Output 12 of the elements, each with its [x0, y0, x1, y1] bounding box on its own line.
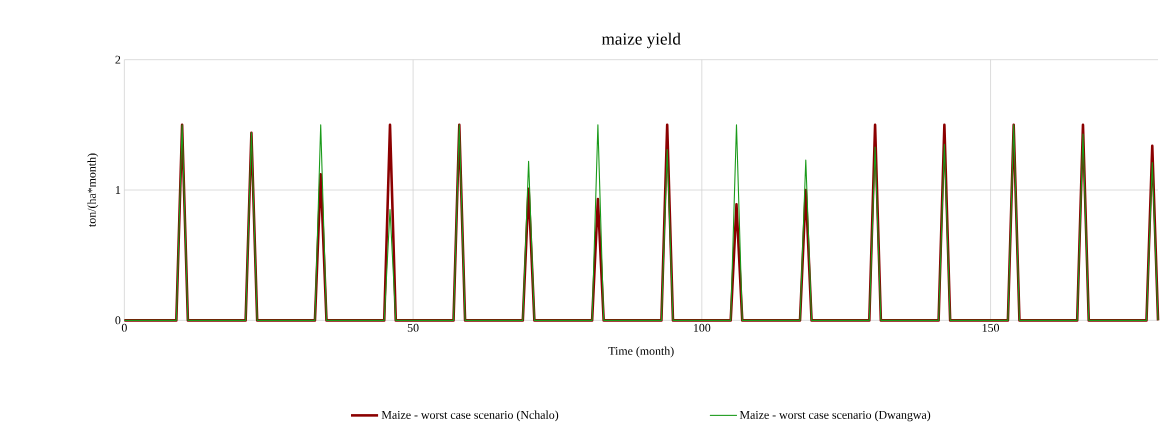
y-tick-label: 1	[115, 186, 121, 195]
chart-title: maize yield	[601, 32, 681, 49]
x-tick-label: 100	[693, 323, 711, 332]
legend-label: Maize - worst case scenario (Nchalo)	[381, 410, 559, 422]
x-tick-label: 150	[982, 323, 1000, 332]
legend-label: Maize - worst case scenario (Dwangwa)	[739, 410, 931, 422]
y-axis-title: ton/(ha*month)	[87, 153, 99, 228]
x-axis-title: Time (month)	[608, 346, 674, 358]
x-tick-label: 50	[407, 323, 419, 332]
y-tick-label: 0	[115, 316, 121, 325]
x-tick-label: 0	[121, 323, 127, 332]
y-tick-label: 2	[115, 55, 121, 64]
